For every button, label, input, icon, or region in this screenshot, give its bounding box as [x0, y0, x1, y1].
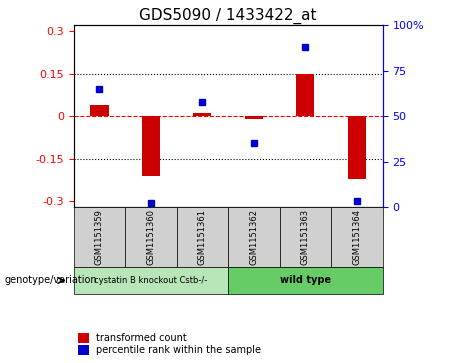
Text: cystatin B knockout Cstb-/-: cystatin B knockout Cstb-/- — [95, 276, 207, 285]
Text: GSM1151363: GSM1151363 — [301, 209, 310, 265]
Bar — [142, 116, 160, 176]
Text: GSM1151362: GSM1151362 — [249, 209, 259, 265]
Bar — [245, 116, 263, 119]
Bar — [194, 113, 212, 116]
Bar — [90, 105, 108, 116]
Bar — [348, 116, 366, 179]
Text: genotype/variation: genotype/variation — [5, 276, 97, 285]
Text: wild type: wild type — [280, 276, 331, 285]
Text: GSM1151359: GSM1151359 — [95, 209, 104, 265]
Text: GSM1151364: GSM1151364 — [352, 209, 361, 265]
Title: GDS5090 / 1433422_at: GDS5090 / 1433422_at — [139, 8, 317, 24]
Bar — [296, 74, 314, 116]
Text: percentile rank within the sample: percentile rank within the sample — [96, 345, 261, 355]
Text: transformed count: transformed count — [96, 333, 187, 343]
Text: GSM1151360: GSM1151360 — [147, 209, 155, 265]
Text: GSM1151361: GSM1151361 — [198, 209, 207, 265]
